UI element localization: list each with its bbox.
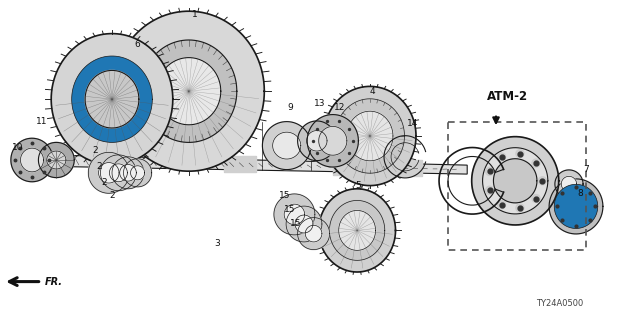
Polygon shape: [397, 160, 422, 176]
Polygon shape: [224, 156, 256, 172]
Text: 15: 15: [290, 220, 301, 228]
Text: 9: 9: [287, 103, 292, 112]
Polygon shape: [157, 58, 221, 125]
Polygon shape: [319, 126, 347, 155]
Polygon shape: [307, 115, 358, 167]
Circle shape: [498, 201, 506, 209]
Circle shape: [532, 195, 540, 203]
Polygon shape: [109, 164, 127, 182]
Text: 14: 14: [407, 119, 419, 128]
Text: ATM-2: ATM-2: [487, 90, 528, 102]
Circle shape: [532, 159, 540, 167]
Polygon shape: [319, 189, 396, 272]
Text: 11: 11: [36, 117, 47, 126]
Polygon shape: [472, 137, 559, 225]
Circle shape: [486, 186, 493, 194]
Text: 6: 6: [135, 40, 140, 49]
Polygon shape: [11, 138, 53, 182]
Polygon shape: [493, 159, 537, 203]
Polygon shape: [85, 70, 139, 128]
Polygon shape: [347, 111, 393, 161]
Text: 2: 2: [97, 162, 102, 171]
Polygon shape: [554, 184, 598, 228]
Polygon shape: [273, 132, 301, 159]
Polygon shape: [305, 225, 322, 242]
Polygon shape: [307, 131, 327, 151]
Polygon shape: [112, 157, 144, 189]
Text: 2: 2: [92, 146, 97, 155]
Text: 10: 10: [12, 143, 24, 152]
Bar: [448, 122, 586, 250]
Text: 13: 13: [314, 100, 326, 108]
Polygon shape: [120, 164, 136, 181]
Text: 7: 7: [584, 165, 589, 174]
Polygon shape: [286, 206, 322, 242]
Text: 12: 12: [333, 103, 345, 112]
Text: FR.: FR.: [45, 276, 63, 287]
Text: 8: 8: [577, 189, 582, 198]
Polygon shape: [555, 170, 583, 198]
Polygon shape: [274, 194, 315, 235]
Polygon shape: [483, 148, 548, 214]
Text: 3: 3: [215, 239, 220, 248]
Polygon shape: [295, 215, 313, 233]
Polygon shape: [47, 151, 66, 169]
Text: 2: 2: [109, 191, 115, 200]
Polygon shape: [124, 159, 152, 187]
Polygon shape: [88, 152, 129, 193]
Polygon shape: [51, 34, 173, 165]
Polygon shape: [339, 211, 376, 250]
Circle shape: [486, 167, 493, 175]
Circle shape: [516, 204, 524, 212]
Polygon shape: [335, 99, 404, 173]
Polygon shape: [284, 204, 305, 225]
Circle shape: [538, 177, 547, 185]
Polygon shape: [561, 176, 577, 192]
Polygon shape: [330, 200, 385, 260]
Polygon shape: [549, 179, 603, 234]
Polygon shape: [298, 218, 330, 250]
Circle shape: [498, 153, 506, 161]
Text: 2: 2: [102, 178, 107, 187]
Text: 1: 1: [193, 10, 198, 19]
Text: 15: 15: [279, 191, 291, 200]
Polygon shape: [38, 142, 74, 178]
Polygon shape: [262, 122, 311, 170]
Text: 5: 5: [356, 181, 361, 190]
Polygon shape: [19, 154, 467, 174]
Polygon shape: [333, 159, 358, 175]
Text: 4: 4: [370, 87, 375, 96]
Text: TY24A0500: TY24A0500: [536, 300, 584, 308]
Polygon shape: [324, 86, 416, 186]
Polygon shape: [100, 155, 136, 191]
Polygon shape: [141, 40, 237, 142]
Polygon shape: [99, 163, 119, 183]
Polygon shape: [131, 166, 145, 180]
Circle shape: [516, 150, 524, 158]
Text: 15: 15: [284, 205, 296, 214]
Polygon shape: [72, 56, 152, 142]
Polygon shape: [20, 148, 44, 172]
Polygon shape: [113, 11, 264, 171]
Polygon shape: [559, 190, 593, 223]
Polygon shape: [298, 121, 336, 161]
